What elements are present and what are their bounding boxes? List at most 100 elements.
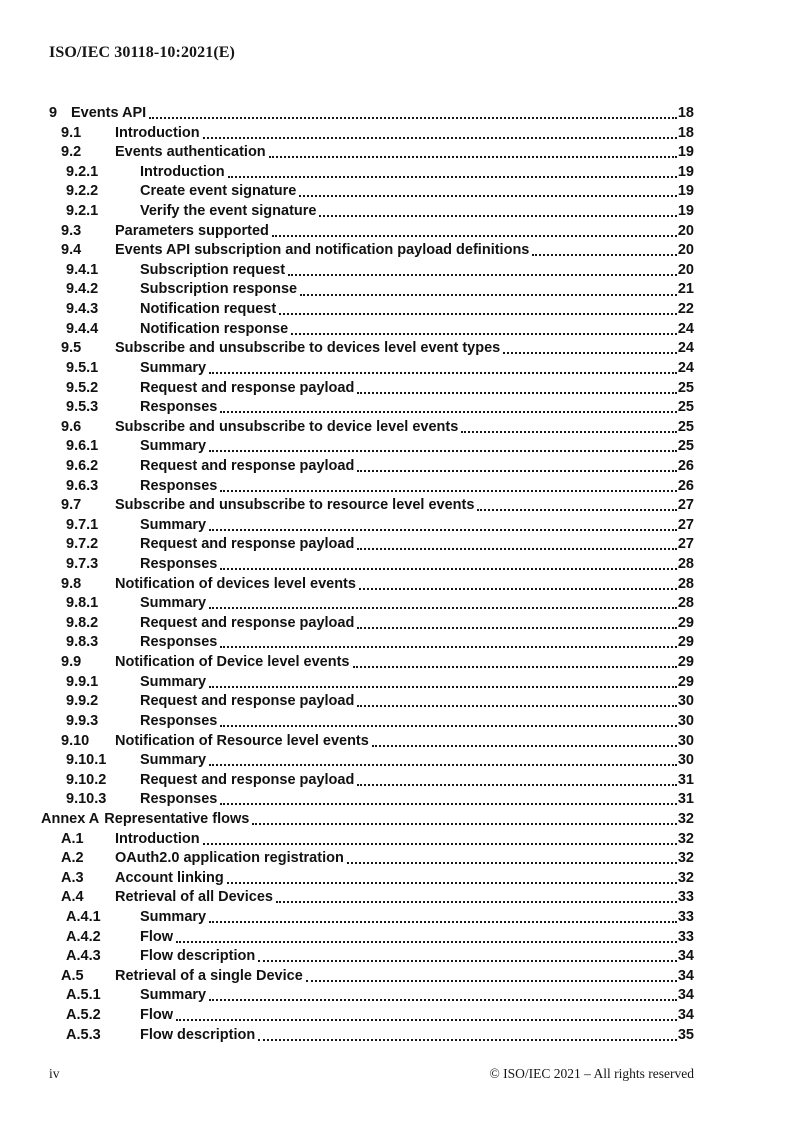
toc-entry-number: 9.2.1 bbox=[66, 203, 99, 220]
dotted-leader bbox=[258, 1038, 677, 1041]
toc-entry-number: 9.4.3 bbox=[66, 301, 99, 318]
toc-entry[interactable]: 9.10 Notification of Resource level event… bbox=[41, 732, 694, 752]
toc-entry[interactable]: A.5 Retrieval of a single Device 34 bbox=[41, 967, 694, 987]
toc-entry[interactable]: 9.4.4 Notification response 24 bbox=[41, 320, 694, 340]
toc-entry[interactable]: 9.7.3 Responses 28 bbox=[41, 555, 694, 575]
toc-entry[interactable]: A.1 Introduction 32 bbox=[41, 830, 694, 850]
toc-entry-page: 33 bbox=[677, 928, 694, 945]
dotted-leader bbox=[357, 391, 677, 394]
toc-entry[interactable]: A.4 Retrieval of all Devices 33 bbox=[41, 888, 694, 908]
toc-entry-number: 9.8.2 bbox=[66, 614, 99, 631]
toc-entry[interactable]: 9.7 Subscribe and unsubscribe to resource… bbox=[41, 496, 694, 516]
footer-copyright: © ISO/IEC 2021 – All rights reserved bbox=[489, 1066, 694, 1081]
dotted-leader bbox=[532, 254, 677, 257]
toc-entry-label: Notification of devices level events bbox=[115, 575, 356, 592]
toc-entry-number: A.5.3 bbox=[66, 1026, 101, 1043]
toc-entry-number: A.5.2 bbox=[66, 1007, 101, 1024]
toc-entry-label: Flow bbox=[140, 1007, 174, 1024]
toc-entry[interactable]: 9.8.2 Request and response payload 29 bbox=[41, 614, 694, 634]
toc-entry-page: 33 bbox=[677, 889, 694, 906]
toc-entry[interactable]: 9.9.3 Responses 30 bbox=[41, 712, 694, 732]
dotted-leader bbox=[209, 999, 677, 1002]
toc-entry[interactable]: A.4.2 Flow 33 bbox=[41, 928, 694, 948]
toc-entry-label: Introduction bbox=[140, 163, 225, 180]
toc-entry[interactable]: 9.2.1 Introduction 19 bbox=[41, 163, 694, 183]
toc-entry[interactable]: 9.5 Subscribe and unsubscribe to devices … bbox=[41, 339, 694, 359]
toc-entry-label: Summary bbox=[140, 673, 207, 690]
toc-entry[interactable]: 9.3 Parameters supported 20 bbox=[41, 222, 694, 242]
toc-entry[interactable]: 9.6.3 Responses 26 bbox=[41, 477, 694, 497]
toc-entry[interactable]: 9.1 Introduction 18 bbox=[41, 124, 694, 144]
toc-entry-number: 9.6.3 bbox=[66, 477, 99, 494]
dotted-leader bbox=[346, 862, 677, 865]
dotted-leader bbox=[209, 607, 677, 610]
toc-entry-page: 25 bbox=[677, 438, 694, 455]
toc-entry-number: 9.9.3 bbox=[66, 712, 99, 729]
toc-entry-label: Summary bbox=[140, 908, 207, 925]
toc-entry-label: Retrieval of all Devices bbox=[115, 889, 273, 906]
toc-entry[interactable]: A.3 Account linking 32 bbox=[41, 869, 694, 889]
toc-entry[interactable]: 9.2.2 Create event signature 19 bbox=[41, 182, 694, 202]
toc-entry[interactable]: A.5.3 Flow description 35 bbox=[41, 1026, 694, 1046]
toc-entry[interactable]: 9.5.1 Summary 24 bbox=[41, 359, 694, 379]
toc-entry-page: 32 bbox=[677, 830, 694, 847]
toc-entry[interactable]: A.4.3 Flow description 34 bbox=[41, 947, 694, 967]
table-of-contents: 9 Events API 18 9.1 Introduction 18 9.2 Events … bbox=[41, 104, 694, 1045]
toc-entry[interactable]: 9.8.1 Summary 28 bbox=[41, 594, 694, 614]
toc-entry-label: OAuth2.0 application registration bbox=[115, 850, 344, 867]
toc-entry-page: 22 bbox=[677, 301, 694, 318]
toc-entry[interactable]: 9.4.2 Subscription response 21 bbox=[41, 280, 694, 300]
toc-entry[interactable]: 9.8 Notification of devices level events 2… bbox=[41, 575, 694, 595]
toc-entry[interactable]: 9.2 Events authentication 19 bbox=[41, 143, 694, 163]
toc-entry-label: Responses bbox=[140, 556, 218, 573]
dotted-leader bbox=[268, 156, 677, 159]
toc-entry-number: A.3 bbox=[61, 869, 84, 886]
toc-entry-number: 9.5.2 bbox=[66, 379, 99, 396]
toc-entry-number: 9.9.1 bbox=[66, 673, 99, 690]
toc-entry-page: 35 bbox=[677, 1026, 694, 1043]
toc-entry[interactable]: 9.4 Events API subscription and notificat… bbox=[41, 241, 694, 261]
toc-entry-number: 9.10.1 bbox=[66, 752, 107, 769]
toc-entry[interactable]: 9.9.1 Summary 29 bbox=[41, 673, 694, 693]
toc-entry-page: 18 bbox=[677, 124, 694, 141]
toc-entry[interactable]: 9.7.1 Summary 27 bbox=[41, 516, 694, 536]
toc-entry[interactable]: A.5.2 Flow 34 bbox=[41, 1006, 694, 1026]
toc-entry[interactable]: A.5.1 Summary 34 bbox=[41, 986, 694, 1006]
toc-entry[interactable]: A.4.1 Summary 33 bbox=[41, 908, 694, 928]
toc-entry[interactable]: 9.6.1 Summary 25 bbox=[41, 437, 694, 457]
toc-entry[interactable]: 9.10.3 Responses 31 bbox=[41, 790, 694, 810]
dotted-leader bbox=[209, 528, 677, 531]
toc-entry-label: Subscribe and unsubscribe to devices lev… bbox=[115, 340, 501, 357]
toc-entry-number: 9.6.2 bbox=[66, 457, 99, 474]
toc-entry[interactable]: 9.4.3 Notification request 22 bbox=[41, 300, 694, 320]
toc-entry-label: Responses bbox=[140, 477, 218, 494]
toc-entry[interactable]: 9.6.2 Request and response payload 26 bbox=[41, 457, 694, 477]
toc-entry[interactable]: 9.9.2 Request and response payload 30 bbox=[41, 692, 694, 712]
toc-entry[interactable]: Annex A Representative flows 32 bbox=[41, 810, 694, 830]
page-footer: iv © ISO/IEC 2021 – All rights reserved bbox=[49, 1066, 694, 1082]
toc-entry-page: 32 bbox=[677, 869, 694, 886]
toc-entry[interactable]: 9.5.2 Request and response payload 25 bbox=[41, 379, 694, 399]
toc-entry-number: 9 bbox=[49, 105, 58, 121]
toc-entry[interactable]: A.2 OAuth2.0 application registration 32 bbox=[41, 849, 694, 869]
toc-entry[interactable]: 9.8.3 Responses 29 bbox=[41, 633, 694, 653]
toc-entry[interactable]: 9 Events API 18 bbox=[41, 104, 694, 124]
toc-entry[interactable]: 9.10.2 Request and response payload 31 bbox=[41, 771, 694, 791]
toc-entry-number: 9.4.4 bbox=[66, 320, 99, 337]
toc-entry[interactable]: 9.5.3 Responses 25 bbox=[41, 398, 694, 418]
toc-entry-number: 9.10.2 bbox=[66, 771, 107, 788]
toc-entry[interactable]: 9.9 Notification of Device level events 29 bbox=[41, 653, 694, 673]
toc-entry[interactable]: 9.6 Subscribe and unsubscribe to device l… bbox=[41, 418, 694, 438]
toc-entry[interactable]: 9.10.1 Summary 30 bbox=[41, 751, 694, 771]
toc-entry-number: 9.7.1 bbox=[66, 516, 99, 533]
toc-entry[interactable]: 9.4.1 Subscription request 20 bbox=[41, 261, 694, 281]
toc-entry-label: Request and response payload bbox=[140, 536, 355, 553]
toc-entry[interactable]: 9.2.1 Verify the event signature 19 bbox=[41, 202, 694, 222]
toc-entry-page: 34 bbox=[677, 1007, 694, 1024]
toc-entry-number: 9.2 bbox=[61, 144, 82, 161]
dotted-leader bbox=[288, 273, 677, 276]
toc-entry-number: 9.9.2 bbox=[66, 693, 99, 710]
toc-entry-page: 31 bbox=[677, 771, 694, 788]
toc-entry[interactable]: 9.7.2 Request and response payload 27 bbox=[41, 535, 694, 555]
toc-entry-page: 25 bbox=[677, 379, 694, 396]
